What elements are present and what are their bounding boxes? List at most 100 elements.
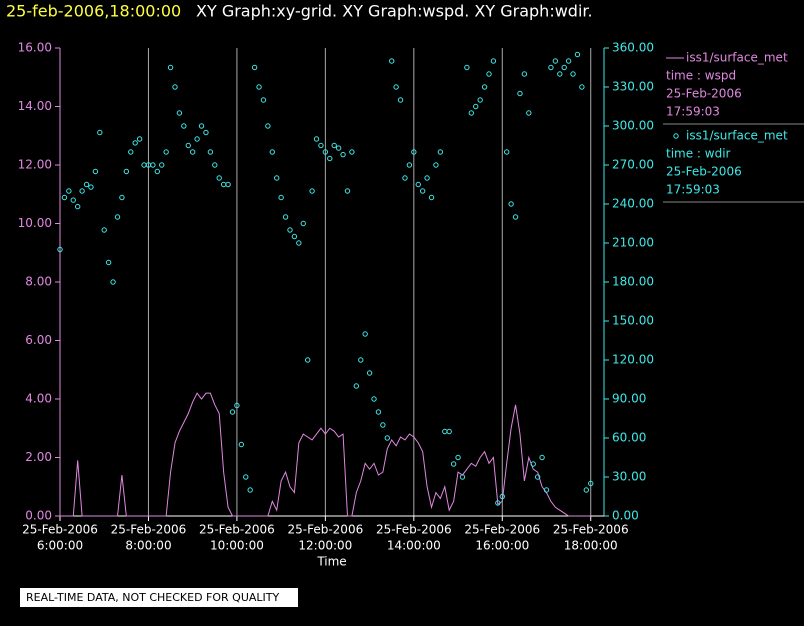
wdir-point bbox=[433, 162, 439, 168]
wdir-point bbox=[114, 214, 121, 220]
wdir-point bbox=[419, 188, 426, 194]
wdir-point bbox=[371, 396, 377, 402]
x-tick-date: 25-Feb-2006 bbox=[288, 523, 364, 537]
wdir-point bbox=[473, 103, 479, 110]
wdir-point bbox=[70, 197, 76, 203]
wdir-point bbox=[260, 97, 267, 103]
wdir-point bbox=[300, 220, 306, 227]
wdir-point bbox=[499, 493, 505, 500]
wdir-point bbox=[534, 474, 541, 480]
y2-tick-label: 120.00 bbox=[612, 353, 654, 367]
y2-tick-label: 360.00 bbox=[612, 41, 654, 55]
legend-detail: time : wspd bbox=[666, 69, 736, 83]
x-tick-date: 25-Feb-2006 bbox=[553, 523, 629, 537]
legend-detail: 17:59:03 bbox=[666, 183, 720, 197]
wdir-point bbox=[574, 51, 581, 58]
y-tick-label: 8.00 bbox=[25, 275, 52, 289]
wdir-point bbox=[327, 155, 333, 162]
wdir-point bbox=[79, 188, 85, 194]
wdir-point bbox=[389, 58, 395, 64]
y2-tick-label: 60.00 bbox=[612, 431, 646, 445]
wdir-point bbox=[322, 149, 329, 155]
wdir-point bbox=[282, 214, 289, 220]
wdir-point bbox=[340, 151, 346, 158]
y2-tick-label: 300.00 bbox=[612, 119, 654, 133]
wdir-point bbox=[402, 175, 408, 181]
wdir-point bbox=[579, 84, 585, 90]
wdir-point bbox=[358, 357, 364, 363]
wdir-point bbox=[234, 402, 240, 409]
wdir-point bbox=[238, 441, 245, 448]
wdir-point bbox=[304, 357, 311, 363]
wdir-point bbox=[247, 487, 253, 493]
y-tick-label: 4.00 bbox=[25, 392, 52, 406]
wdir-point bbox=[229, 409, 236, 415]
wdir-point bbox=[167, 64, 174, 71]
wdir-point bbox=[450, 461, 457, 467]
wdir-point bbox=[287, 227, 293, 233]
wspd-line bbox=[60, 392, 591, 517]
wdir-point bbox=[353, 383, 360, 389]
wdir-point bbox=[375, 409, 382, 415]
wdir-point bbox=[92, 168, 99, 175]
wdir-point bbox=[477, 97, 483, 103]
y-tick-label: 14.00 bbox=[18, 99, 52, 113]
legend-detail: 25-Feb-2006 bbox=[666, 165, 742, 179]
x-tick-date: 25-Feb-2006 bbox=[464, 523, 540, 537]
legend-detail: time : wdir bbox=[666, 147, 731, 161]
wdir-point bbox=[74, 203, 81, 210]
wdir-point bbox=[588, 480, 594, 487]
wdir-point bbox=[105, 259, 112, 266]
wdir-point bbox=[181, 123, 187, 129]
x-tick-label: 8:00:00 bbox=[125, 539, 171, 553]
wdir-point bbox=[517, 90, 523, 97]
wdir-point bbox=[548, 64, 554, 71]
wdir-point bbox=[397, 97, 404, 103]
y-tick-label: 6.00 bbox=[25, 333, 52, 347]
wdir-point bbox=[225, 181, 231, 188]
legend-marker bbox=[673, 133, 679, 139]
wdir-point bbox=[411, 149, 417, 155]
wdir-point bbox=[61, 194, 68, 201]
wdir-point bbox=[203, 129, 209, 136]
wdir-point bbox=[172, 84, 178, 90]
wdir-point bbox=[380, 422, 386, 428]
footer-text: REAL-TIME DATA, NOT CHECKED FOR QUALITY bbox=[26, 591, 280, 604]
wdir-point bbox=[278, 194, 284, 201]
wdir-point bbox=[530, 461, 536, 467]
y2-tick-label: 90.00 bbox=[612, 392, 646, 406]
x-tick-label: 6:00:00 bbox=[37, 539, 83, 553]
footer-box bbox=[20, 588, 298, 607]
wdir-point bbox=[132, 140, 138, 146]
legend-detail: 25-Feb-2006 bbox=[666, 87, 742, 101]
wdir-point bbox=[97, 129, 103, 136]
y-tick-label: 12.00 bbox=[18, 158, 52, 172]
wdir-point bbox=[163, 149, 169, 155]
wdir-point bbox=[366, 370, 373, 376]
wdir-point bbox=[189, 149, 196, 155]
wdir-point bbox=[583, 487, 590, 493]
wdir-point bbox=[128, 149, 134, 155]
y-tick-label: 2.00 bbox=[25, 450, 52, 464]
y2-tick-label: 210.00 bbox=[612, 236, 654, 250]
wdir-point bbox=[216, 175, 222, 181]
legend-name: iss1/surface_met bbox=[686, 51, 788, 65]
wdir-point bbox=[274, 175, 280, 181]
y-tick-label: 16.00 bbox=[18, 41, 52, 55]
wdir-point bbox=[251, 64, 258, 71]
wdir-point bbox=[66, 188, 72, 194]
wdir-point bbox=[123, 168, 130, 175]
chart-subtitle: XY Graph:xy-grid. XY Graph:wspd. XY Grap… bbox=[196, 2, 593, 21]
wdir-point bbox=[393, 84, 399, 90]
wdir-point bbox=[344, 188, 351, 194]
x-tick-date: 25-Feb-2006 bbox=[111, 523, 187, 537]
wdir-point bbox=[296, 240, 302, 246]
x-tick-date: 25-Feb-2006 bbox=[22, 523, 98, 537]
y2-tick-label: 240.00 bbox=[612, 197, 654, 211]
wdir-point bbox=[318, 142, 324, 149]
y-tick-label: 0.00 bbox=[25, 509, 52, 523]
x-tick-label: 14:00:00 bbox=[387, 539, 441, 553]
